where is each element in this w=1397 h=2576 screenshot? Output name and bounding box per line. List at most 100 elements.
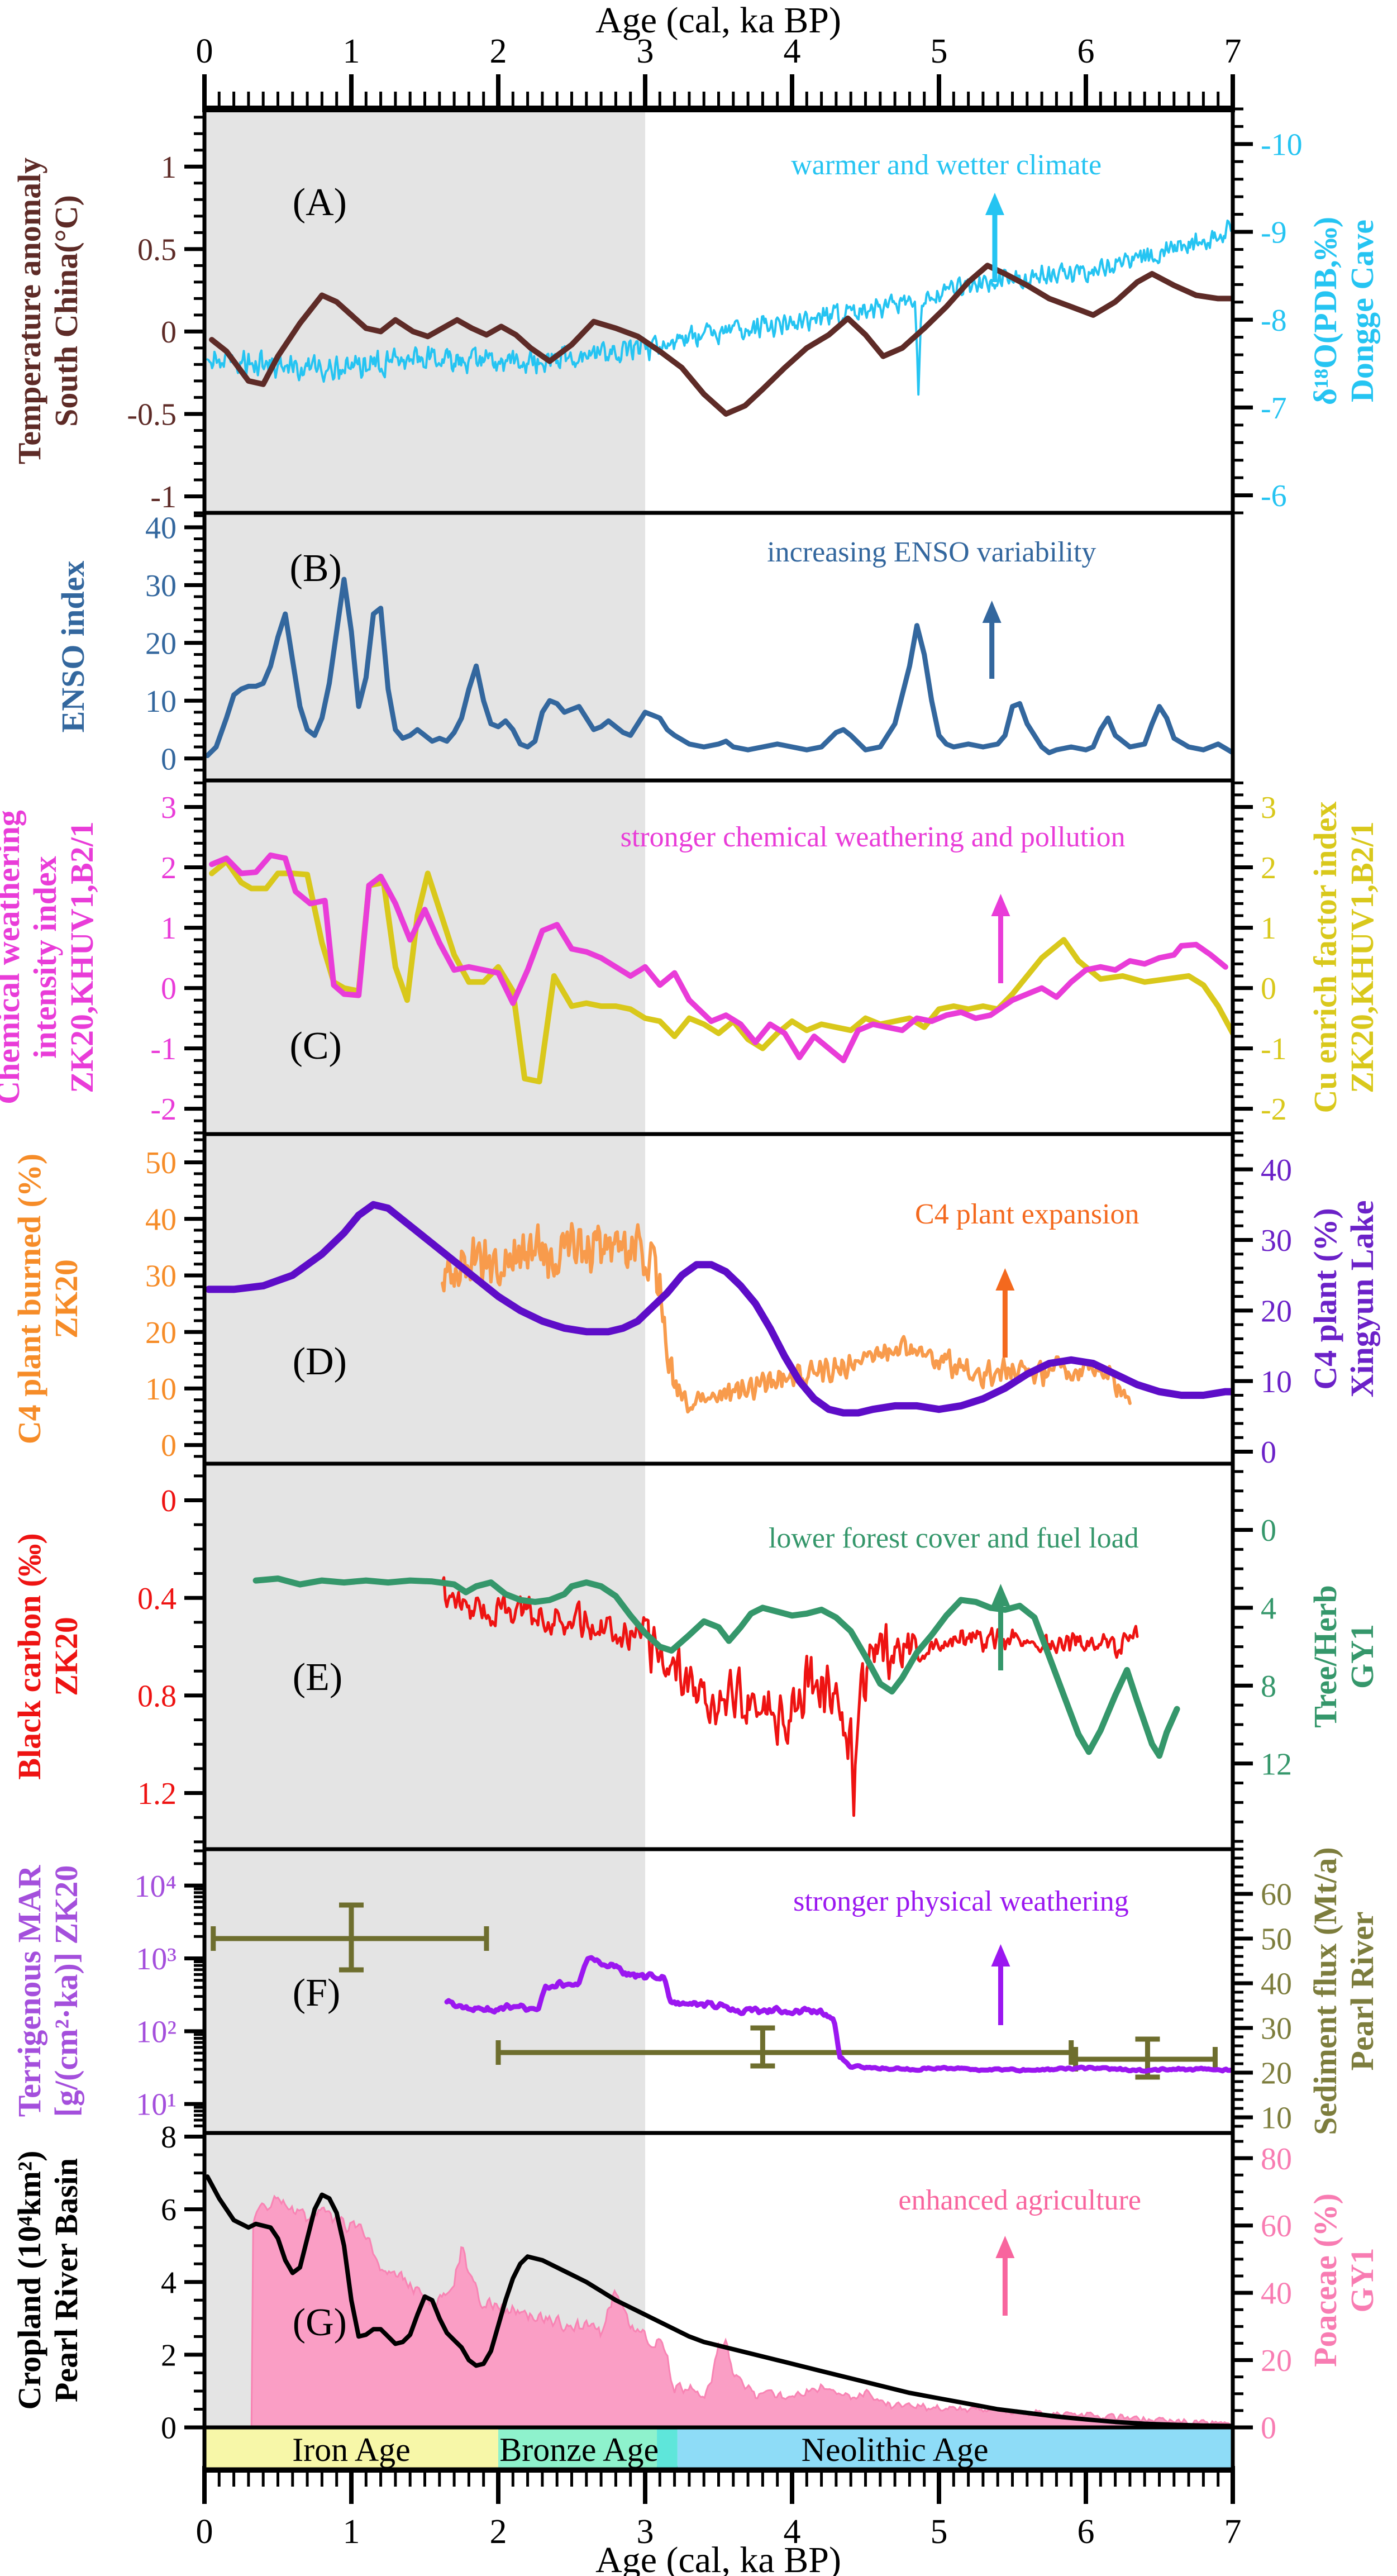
panel-C-right-axis: 3 2 1 0 -1 -2 Cu enrich factor indexZK20,KHUV1… [1233,781,1380,1135]
series-line-chemical-weathering-intensity-index [209,852,1228,1064]
age-band-transition [657,2427,678,2469]
tick-label: 50 [145,1146,177,1180]
tick-label: 4 [161,2265,177,2300]
tick-label: -8 [1261,303,1287,338]
annotation-c4-plant-expansion: C4 plant expansion [915,1198,1139,1230]
age-tick-label: 2 [490,2513,507,2551]
panel-D-letter: (D) [293,1340,347,1383]
series-group-black-carbon-zk20 [441,1576,1139,1817]
age-tick-label: 4 [784,2513,801,2551]
tick-label: 20 [1261,1294,1292,1329]
panel-B-left-axis: 40 30 20 10 0 ENSO index [55,511,204,777]
tick-label: -1 [150,1032,177,1066]
axis-title-line: ENSO index [55,561,91,733]
panel-C-left-axis: 3 2 1 0 -1 -2 Chemical weatheringintensity ind… [0,781,204,1135]
axis-title-line: Temperature anomaly [11,158,47,464]
tick-label: 3 [1261,791,1276,825]
tick-label: 10¹ [136,2088,177,2122]
panel-G-right-axis: 80 60 40 20 0 Poaceae (%)GY1 [1233,2140,1380,2446]
age-tick-label: 6 [1077,32,1095,70]
panel-B-letter: (B) [290,547,342,590]
series-line-tree-herb-gy1 [252,1575,1180,1759]
tick-label: 12 [1261,1747,1292,1782]
series-group-sediment-flux-pearl-river [211,1902,1218,2080]
tick-label: -2 [1261,1092,1287,1127]
axis-title-line: intensity index [27,856,63,1059]
series-line-d18o-dongge-cave [206,220,1231,396]
tick-label: 1 [161,150,177,185]
series-group-c4-plant-xingyun-lake [206,1201,1231,1417]
tick-label: 30 [1261,2012,1292,2046]
axis-title-line: South China(°C) [48,195,84,427]
tick-label: -10 [1261,127,1303,162]
tick-label: 10² [136,2015,177,2049]
tick-label: 10³ [136,1942,177,1977]
axis-title-line: Pearl River Basin [48,2158,84,2402]
axis-title-line: C4 plant burned (%) [11,1154,47,1444]
tick-label: 0 [161,2411,177,2446]
panel-E-right-axis-title: Tree/HerbGY1 [1307,1585,1380,1728]
tick-label: 50 [1261,1922,1292,1957]
age-tick-label: 5 [931,32,948,70]
top-axis-title: Age (cal, ka BP) [595,0,841,41]
top-age-ruler: 0 1 2 3 4 5 6 7 [196,32,1242,112]
tick-label: -1 [150,480,177,515]
age-tick-label: 0 [196,32,213,70]
tick-label: 2 [161,851,177,885]
age-tick-label: 1 [343,32,360,70]
axis-title-line: ZK20 [48,1617,84,1696]
tick-label: 4 [1261,1591,1276,1626]
tick-label: 1 [161,911,177,946]
age-tick-label: 3 [637,2513,654,2551]
tick-label: 8 [161,2120,177,2155]
series-group-temperature-anomaly-south-china [209,263,1231,417]
age-tick-label: 5 [931,2513,948,2551]
axis-title-line: GY1 [1344,2248,1380,2313]
panel-G-left-axis-title: Cropland (10⁴km²)Pearl River Basin [11,2151,84,2410]
tick-label: 60 [1261,1878,1292,1912]
panel-D-right-axis: 40 30 20 10 0 C4 plant (%)Xingyun Lake [1233,1140,1380,1470]
panel-A-left-axis-title: Temperature anomalySouth China(°C) [11,158,84,464]
series-line-enso-index [206,577,1231,758]
annotation-stronger-physical-weathering: stronger physical weathering [793,1885,1129,1917]
annotation-arrow-head [991,894,1010,916]
tick-label: 0 [1261,1435,1276,1470]
axis-title-line: Xingyun Lake [1344,1201,1380,1398]
tick-label: 30 [145,569,177,603]
tick-label: 0 [1261,1513,1276,1548]
tick-label: 0 [161,1429,177,1463]
tick-label: 0 [161,972,177,1006]
tick-label: 0 [161,1484,177,1518]
panel-F-left-axis: 10⁴ 10³ 10² 10¹ Terrigenous MAR[g/(cm²·ka)] … [11,1849,204,2127]
panel-E-left-axis: 0 0.4 0.8 1.2 Black carbon (‰)ZK20 [11,1474,204,1844]
axis-title-line: Cu enrich factor index [1307,802,1343,1113]
age-tick-label: 4 [784,32,801,70]
age-tick-label: 1 [343,2513,360,2551]
tick-label: 10 [145,684,177,719]
panel-E-letter: (E) [293,1656,342,1699]
age-tick-label: 3 [637,32,654,70]
tick-label: -7 [1261,391,1287,426]
axis-title-line: Black carbon (‰) [11,1533,47,1779]
tick-label: 60 [1261,2209,1292,2244]
tick-label: 80 [1261,2142,1292,2177]
annotation-lower-forest-cover-and-fuel-load: lower forest cover and fuel load [769,1522,1139,1554]
age-tick-label: 6 [1077,2513,1095,2551]
panel-D-left-axis-title: C4 plant burned (%)ZK20 [11,1154,84,1444]
annotation-arrow-head [991,1944,1010,1966]
tick-label: 30 [145,1259,177,1294]
tick-label: 30 [1261,1223,1292,1258]
series-line-c4-plant-xingyun-lake [206,1201,1231,1417]
panel-C-right-axis-title: Cu enrich factor indexZK20,KHUV1,B2/1 [1307,802,1380,1113]
panel-B-left-axis-title: ENSO index [55,561,91,733]
panel-A-letter: (A) [293,181,347,224]
tick-label: 40 [145,511,177,545]
tick-label: 20 [1261,2344,1292,2378]
axis-title-line: Pearl River [1344,1911,1380,2070]
annotation-arrow-head [982,601,1002,623]
axis-title-line: Tree/Herb [1307,1585,1343,1728]
panel-D-right-axis-title: C4 plant (%)Xingyun Lake [1307,1201,1380,1398]
series-group-terrigenous-mar-zk20 [444,1955,1231,2074]
